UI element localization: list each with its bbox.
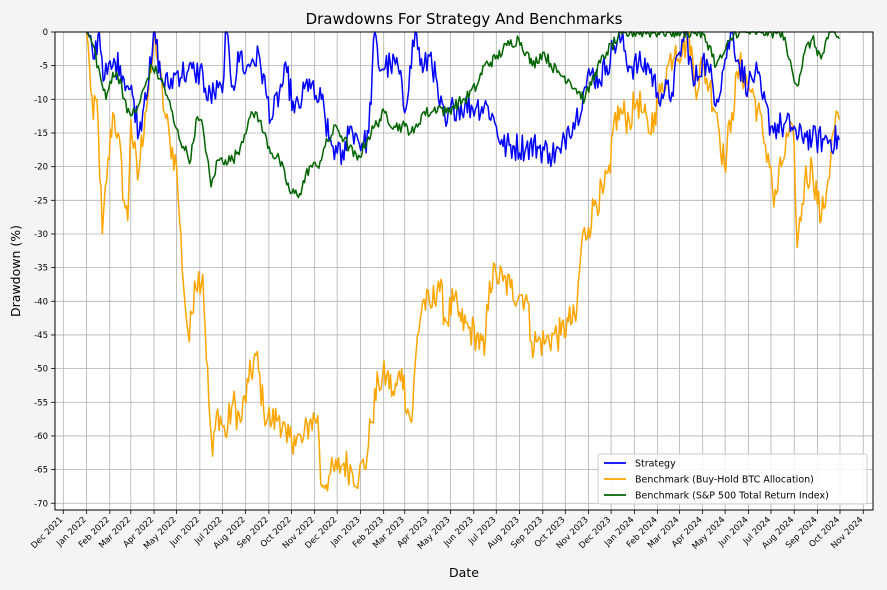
series-line-1: [85, 31, 840, 492]
legend-label: Strategy: [635, 459, 676, 470]
legend-label: Benchmark (Buy-Hold BTC Allocation): [635, 475, 814, 486]
series-line-0: [86, 31, 840, 168]
series-line-2: [85, 31, 840, 199]
legend: Strategy Benchmark (Buy-Hold BTC Allocati…: [597, 453, 868, 505]
legend-label: Benchmark (S&P 500 Total Return Index): [635, 491, 829, 502]
y-tick-label: -35: [34, 264, 48, 274]
y-tick-label: -70: [34, 499, 48, 509]
y-tick-label: -15: [34, 129, 48, 139]
y-tick-label: 0: [43, 28, 48, 38]
y-tick-label: -10: [34, 95, 48, 105]
x-axis-label: Date: [449, 565, 479, 580]
grid-lines: [55, 31, 873, 510]
plot-area: [55, 32, 873, 510]
y-tick-label: -40: [34, 297, 48, 307]
y-tick-label: -45: [34, 331, 48, 341]
y-tick-label: -55: [34, 398, 48, 408]
y-axis-label: Drawdown (%): [8, 225, 23, 317]
legend-box: [597, 453, 868, 505]
y-axis: 0 -5 -10 -15 -20 -25 -30 -35 -40 -45 -50 -55 -60 -65 -…: [34, 28, 55, 509]
y-tick-label: -50: [34, 365, 48, 375]
y-tick-label: -5: [40, 62, 48, 72]
y-tick-label: -60: [34, 432, 48, 442]
series-lines: [85, 31, 840, 492]
chart-title: Drawdowns For Strategy And Benchmarks: [306, 10, 623, 28]
y-tick-label: -20: [34, 163, 48, 173]
plot-frame: [54, 31, 874, 511]
y-tick-label: -25: [34, 196, 48, 206]
y-tick-label: -65: [34, 466, 48, 476]
y-tick-label: -30: [34, 230, 48, 240]
